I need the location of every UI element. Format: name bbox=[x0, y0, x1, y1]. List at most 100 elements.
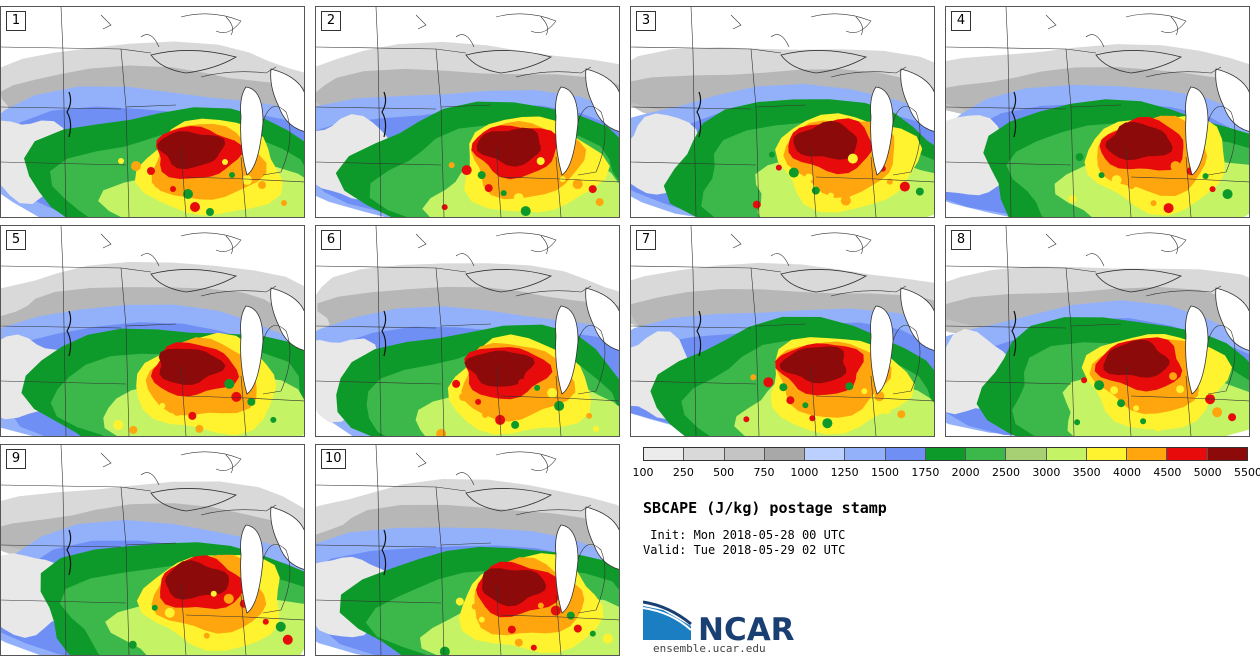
state-border bbox=[540, 16, 548, 36]
state-border bbox=[180, 451, 242, 471]
cape-speckle bbox=[518, 378, 527, 387]
colorbar-ticks: 100 250 500 750 1000 1250 1500 1750 2000 2500 3000… bbox=[633, 466, 1260, 480]
state-border bbox=[415, 233, 427, 249]
state-border bbox=[870, 375, 877, 436]
state-border bbox=[180, 584, 187, 655]
state-border bbox=[830, 285, 907, 297]
cape-map bbox=[316, 7, 619, 217]
cape-speckle bbox=[827, 192, 834, 199]
cape-speckle bbox=[478, 616, 485, 623]
state-border bbox=[140, 253, 160, 267]
init-time: Init: Mon 2018-05-28 00 UTC bbox=[643, 528, 846, 542]
red-river bbox=[696, 310, 702, 357]
cape-speckle bbox=[589, 630, 596, 637]
lake-michigan bbox=[870, 305, 894, 395]
cape-speckle bbox=[593, 425, 600, 432]
colorbar-segment bbox=[1086, 448, 1128, 460]
plot-title: SBCAPE (J/kg) postage stamp bbox=[643, 499, 887, 517]
lake-superior bbox=[780, 269, 868, 293]
lake-michigan bbox=[240, 86, 264, 176]
cape-darkred-region bbox=[482, 568, 547, 607]
state-border bbox=[500, 614, 619, 621]
cape-speckle bbox=[534, 384, 541, 391]
state-border bbox=[500, 176, 619, 183]
state-border bbox=[855, 16, 863, 36]
cape-speckle bbox=[1133, 405, 1140, 412]
state-border bbox=[316, 106, 437, 110]
cape-darkred-region bbox=[1103, 339, 1170, 378]
lake-superior bbox=[150, 50, 238, 74]
state-border bbox=[946, 106, 1067, 110]
colorbar-segment bbox=[1127, 448, 1168, 460]
state-border bbox=[810, 13, 872, 33]
cape-speckle bbox=[886, 178, 893, 185]
lake-superior bbox=[1095, 50, 1183, 74]
cape-speckle bbox=[113, 419, 124, 430]
cape-speckle bbox=[180, 613, 189, 622]
cape-map bbox=[1, 445, 304, 655]
lake-superior bbox=[465, 488, 553, 512]
colorbar-tick-label: 3000 bbox=[1032, 466, 1061, 479]
cape-speckle bbox=[775, 164, 782, 171]
cape-speckle bbox=[1150, 200, 1157, 207]
cape-speckle bbox=[461, 165, 472, 176]
state-border bbox=[185, 614, 304, 621]
ncar-logo-text: NCAR bbox=[698, 612, 795, 648]
lake-huron bbox=[585, 287, 619, 351]
cape-speckle bbox=[1081, 377, 1088, 384]
state-border bbox=[60, 445, 67, 655]
colorbar-tick-label: 2000 bbox=[951, 466, 980, 479]
lake-superior bbox=[150, 488, 238, 512]
cape-speckle bbox=[1091, 159, 1098, 166]
state-border bbox=[125, 323, 177, 327]
colorbar-segment bbox=[885, 448, 926, 460]
state-border bbox=[1, 599, 127, 604]
state-border bbox=[1207, 106, 1236, 176]
map-panel: 10 bbox=[315, 444, 620, 656]
valid-time: Valid: Tue 2018-05-29 02 UTC bbox=[643, 543, 846, 557]
cape-map bbox=[631, 226, 934, 436]
state-border bbox=[262, 544, 291, 614]
colorbar-tick-label: 3500 bbox=[1072, 466, 1101, 479]
state-border bbox=[375, 226, 382, 436]
colorbar-tick-label: 5500 bbox=[1234, 466, 1260, 479]
cape-speckle bbox=[768, 151, 775, 158]
cape-speckle bbox=[845, 382, 854, 391]
state-border bbox=[946, 161, 1072, 166]
colorbar-segment bbox=[1207, 448, 1247, 460]
cape-darkred-region bbox=[158, 348, 226, 385]
cape-speckle bbox=[1170, 161, 1181, 172]
cape-speckle bbox=[144, 591, 151, 598]
state-border bbox=[1, 544, 122, 548]
colorbar-segment bbox=[845, 448, 886, 460]
state-border bbox=[375, 7, 382, 217]
cape-speckle bbox=[477, 171, 486, 180]
state-border bbox=[755, 104, 807, 108]
cape-speckle bbox=[1075, 153, 1084, 162]
cape-speckle bbox=[874, 391, 885, 402]
state-border bbox=[455, 253, 475, 267]
state-border bbox=[577, 325, 606, 395]
state-border bbox=[225, 235, 233, 255]
cape-speckle bbox=[507, 625, 516, 634]
state-border bbox=[262, 325, 291, 395]
cape-speckle bbox=[439, 646, 450, 655]
state-border bbox=[240, 594, 247, 655]
state-border bbox=[1070, 104, 1122, 108]
state-border bbox=[631, 161, 757, 166]
cape-darkred-region bbox=[464, 350, 535, 387]
red-river bbox=[381, 91, 387, 138]
state-border bbox=[495, 451, 557, 471]
cape-speckle bbox=[500, 190, 507, 197]
red-river bbox=[696, 91, 702, 138]
cape-speckle bbox=[246, 612, 255, 621]
cape-speckle bbox=[224, 378, 235, 389]
colorbar-tick-label: 1000 bbox=[790, 466, 819, 479]
cape-speckle bbox=[475, 398, 482, 405]
state-border bbox=[1145, 285, 1222, 297]
state-border bbox=[540, 235, 548, 255]
cape-speckle bbox=[595, 198, 604, 207]
state-border bbox=[455, 472, 475, 486]
state-border bbox=[200, 504, 277, 516]
cape-speckle bbox=[573, 624, 582, 633]
